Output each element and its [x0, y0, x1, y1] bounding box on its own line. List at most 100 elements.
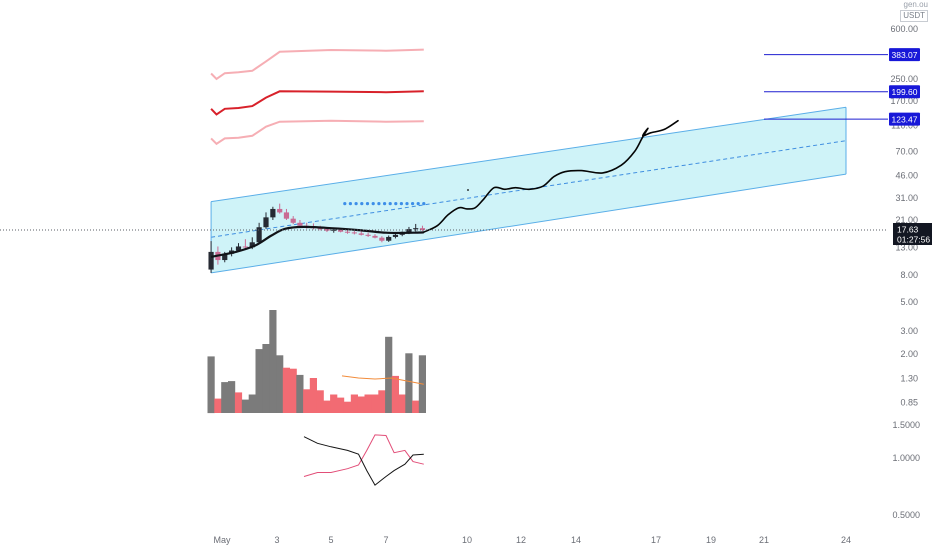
- volume-bar: [391, 375, 399, 413]
- volume-bar: [309, 378, 317, 413]
- horizontal-lines[interactable]: [764, 54, 888, 120]
- candle-body: [270, 208, 276, 218]
- candle-body: [222, 253, 228, 261]
- price-tick-label: 21.00: [895, 215, 918, 225]
- volume-bar: [207, 356, 215, 414]
- last-price-countdown: 01:27:56: [897, 235, 930, 245]
- price-badge: 383.07: [889, 48, 920, 62]
- level-dot: [383, 202, 387, 206]
- price-tick-label: 2.00: [900, 349, 918, 359]
- time-tick-label: 3: [274, 535, 279, 545]
- price-tick-label: 0.85: [900, 398, 918, 408]
- level-dot: [422, 202, 426, 206]
- price-badge: 199.60: [889, 85, 920, 99]
- volume-bar: [350, 394, 358, 413]
- oscillator-line-b: [303, 436, 424, 486]
- time-tick-label: 5: [328, 535, 333, 545]
- candle-body: [235, 246, 242, 251]
- time-tick-label: 24: [841, 535, 851, 545]
- time-tick-label: 14: [571, 535, 581, 545]
- candle: [419, 225, 426, 232]
- candle: [256, 222, 262, 244]
- last-price-value: 17.63: [897, 225, 919, 235]
- volume-bar: [289, 368, 297, 413]
- candle: [379, 236, 385, 243]
- time-tick-label: 17: [651, 535, 661, 545]
- volume-bar: [385, 336, 393, 413]
- volume-bar: [323, 400, 331, 413]
- candle: [413, 223, 419, 232]
- time-tick-label: 10: [462, 535, 472, 545]
- volume-bar: [234, 392, 243, 413]
- candle-body: [358, 233, 364, 235]
- oscillator-tick-label: 0.5000: [892, 510, 920, 520]
- volume-bar: [316, 390, 324, 413]
- price-axis[interactable]: 600.00 250.00 170.00 110.00 70.00 46.00 31.00 2…: [890, 24, 918, 408]
- candle: [392, 233, 399, 239]
- price-tick-label: 3.00: [900, 326, 918, 336]
- price-tick-label: 1.30: [900, 374, 918, 384]
- volume-bar: [357, 396, 365, 413]
- candle: [344, 229, 351, 234]
- candle: [386, 235, 392, 242]
- candle-body: [344, 231, 351, 233]
- price-badge-bg: [889, 85, 920, 99]
- moving-average-line: [210, 225, 424, 258]
- level-dot: [360, 202, 364, 206]
- level-dot: [405, 202, 409, 206]
- candle-body: [324, 228, 330, 231]
- candle: [263, 212, 269, 229]
- candle-body: [277, 208, 283, 213]
- level-dot: [388, 202, 392, 206]
- band-lower-line: [210, 119, 424, 146]
- time-tick-label: 12: [516, 535, 526, 545]
- channel-lower-line: [211, 173, 847, 274]
- projection-drawing[interactable]: [423, 119, 679, 233]
- candle: [290, 216, 296, 225]
- volume-bar: [303, 389, 311, 413]
- price-badge-bg: [889, 48, 920, 62]
- candle-body: [419, 228, 426, 231]
- level-dot: [365, 202, 370, 206]
- oscillator-axis[interactable]: 1.5000 1.0000 0.5000: [892, 420, 920, 520]
- price-badge-label: 123.47: [892, 114, 918, 124]
- volume-bar: [255, 349, 263, 413]
- candle: [270, 206, 276, 221]
- volume-bar: [221, 382, 229, 413]
- volume-bar: [364, 394, 372, 413]
- time-tick-label: 7: [383, 535, 388, 545]
- price-badge-label: 199.60: [892, 87, 918, 97]
- candle: [208, 241, 214, 273]
- candle-body: [290, 218, 296, 223]
- volume-bar: [248, 394, 256, 413]
- time-tick-label: 21: [759, 535, 769, 545]
- volume-bar: [330, 394, 338, 413]
- candle-body: [283, 212, 290, 219]
- volume-bar: [262, 344, 270, 413]
- oscillator-line-a: [303, 434, 424, 477]
- channel-upper-line: [211, 106, 847, 203]
- time-axis[interactable]: May 3 5 7 10 12 14 17 19 21 24: [213, 535, 851, 545]
- candle-body: [208, 251, 214, 270]
- level-dot: [416, 202, 420, 206]
- time-tick-label: May: [213, 535, 231, 545]
- candle-body: [372, 235, 378, 238]
- volume-bar: [282, 367, 290, 413]
- volume-bar: [269, 310, 277, 413]
- price-tick-label: 70.00: [895, 146, 918, 156]
- oscillator-tick-label: 1.5000: [892, 420, 920, 430]
- volume-bar: [276, 355, 284, 413]
- candle-body: [249, 242, 255, 248]
- candle-body: [317, 228, 323, 230]
- level-dot: [399, 202, 403, 206]
- currency-unit-button[interactable]: USDT: [900, 10, 928, 22]
- price-tick-label: 110.00: [891, 121, 918, 131]
- candle-body: [351, 232, 357, 234]
- price-badge: 123.47: [889, 112, 920, 126]
- band-upper-line: [210, 48, 424, 81]
- candle-body: [386, 236, 392, 241]
- volume-bar: [412, 400, 420, 413]
